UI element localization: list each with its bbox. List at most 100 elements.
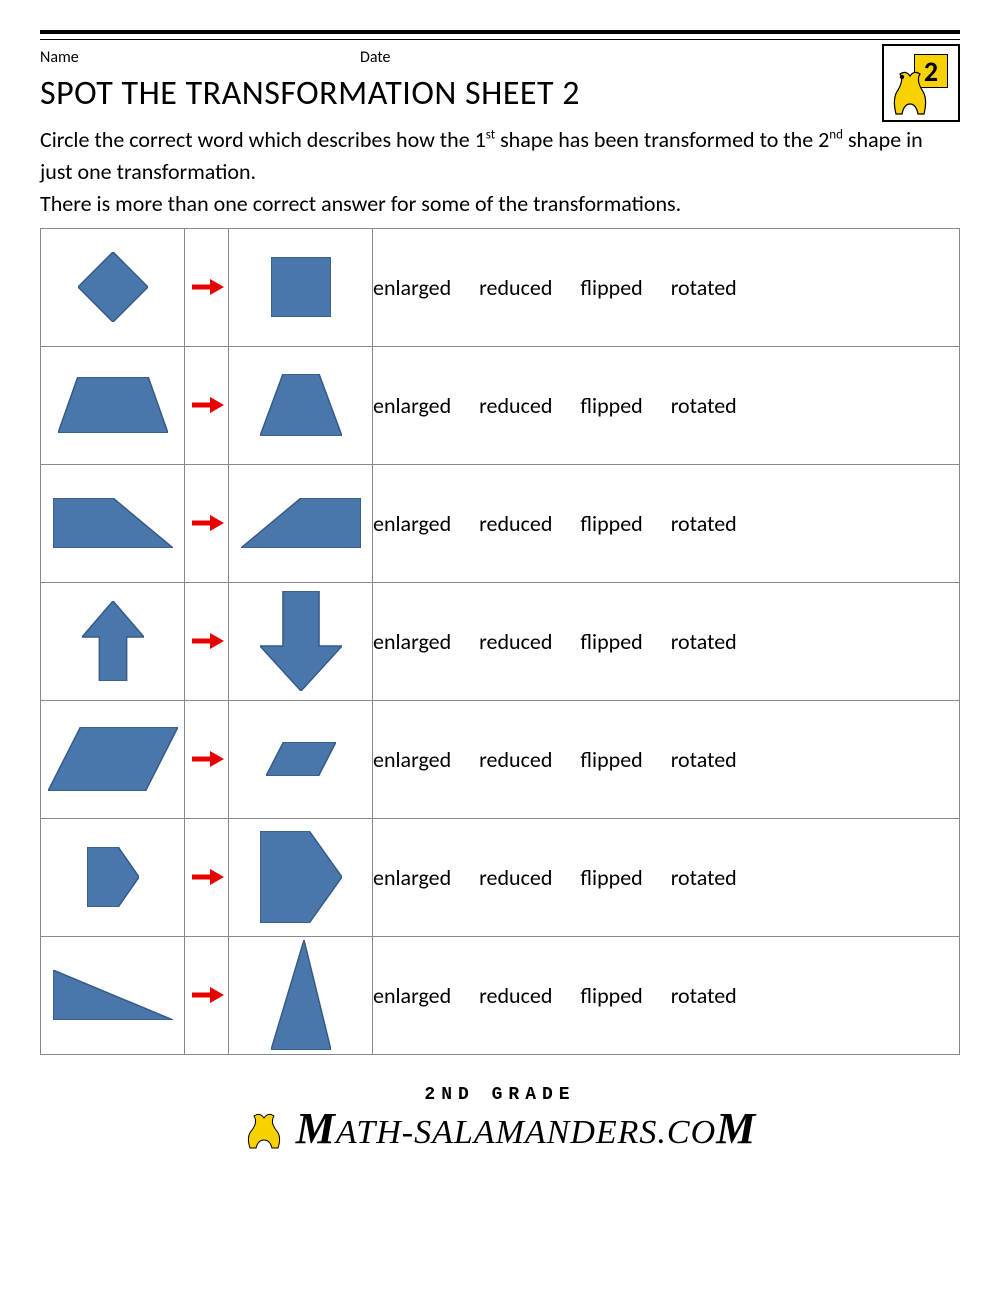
- shape-before: [41, 701, 184, 818]
- table-row: enlarged reduced flipped rotated: [41, 936, 960, 1054]
- shape-after: [229, 819, 372, 936]
- answer-option[interactable]: rotated: [671, 982, 737, 1009]
- shape-after: [229, 583, 372, 700]
- shape-before: [41, 229, 184, 346]
- answer-option[interactable]: enlarged: [373, 864, 451, 891]
- table-row: enlarged reduced flipped rotated: [41, 464, 960, 582]
- shape-after: [229, 937, 372, 1054]
- shape-after: [229, 347, 372, 464]
- table-row: enlarged reduced flipped rotated: [41, 582, 960, 700]
- arrow-cell: [185, 700, 229, 818]
- arrow-cell: [185, 936, 229, 1054]
- arrow-cell: [185, 228, 229, 346]
- answer-option[interactable]: enlarged: [373, 274, 451, 301]
- domain-m1: M: [296, 1104, 336, 1153]
- arrow-icon: [185, 465, 228, 582]
- shape-before-cell: [41, 228, 185, 346]
- shape-after-cell: [229, 936, 373, 1054]
- answers-cell: enlarged reduced flipped rotated: [373, 228, 960, 346]
- arrow-cell: [185, 818, 229, 936]
- arrow-cell: [185, 464, 229, 582]
- footer-domain: MATH-SALAMANDERS.COM: [40, 1103, 960, 1160]
- answer-option[interactable]: rotated: [671, 628, 737, 655]
- answers-cell: enlarged reduced flipped rotated: [373, 346, 960, 464]
- instr-1b: shape has been transformed to the 2: [495, 126, 829, 153]
- answer-options: enlarged reduced flipped rotated: [373, 746, 959, 773]
- table-row: enlarged reduced flipped rotated: [41, 346, 960, 464]
- shape-before-cell: [41, 936, 185, 1054]
- instr-1a: Circle the correct word which describes …: [40, 126, 486, 153]
- answer-option[interactable]: rotated: [671, 510, 737, 537]
- answer-option[interactable]: enlarged: [373, 628, 451, 655]
- table-row: enlarged reduced flipped rotated: [41, 818, 960, 936]
- answers-cell: enlarged reduced flipped rotated: [373, 818, 960, 936]
- answer-option[interactable]: reduced: [479, 864, 552, 891]
- instr-sup1: st: [486, 128, 495, 143]
- date-label: Date: [360, 48, 391, 67]
- shape-before: [41, 465, 184, 582]
- salamander-icon: [888, 66, 932, 116]
- answer-option[interactable]: flipped: [580, 392, 642, 419]
- arrow-cell: [185, 346, 229, 464]
- answer-options: enlarged reduced flipped rotated: [373, 982, 959, 1009]
- footer-salamander-icon: [244, 1110, 290, 1159]
- answer-options: enlarged reduced flipped rotated: [373, 274, 959, 301]
- answer-option[interactable]: flipped: [580, 274, 642, 301]
- arrow-icon: [185, 229, 228, 346]
- shape-before-cell: [41, 582, 185, 700]
- shape-after: [229, 465, 372, 582]
- answer-option[interactable]: flipped: [580, 510, 642, 537]
- instructions: Circle the correct word which describes …: [40, 124, 960, 220]
- instr-2: There is more than one correct answer fo…: [40, 190, 681, 217]
- answer-option[interactable]: reduced: [479, 982, 552, 1009]
- shape-after-cell: [229, 464, 373, 582]
- answer-option[interactable]: enlarged: [373, 746, 451, 773]
- answer-option[interactable]: reduced: [479, 510, 552, 537]
- answer-option[interactable]: reduced: [479, 746, 552, 773]
- shape-before-cell: [41, 818, 185, 936]
- arrow-icon: [185, 819, 228, 936]
- shape-after-cell: [229, 818, 373, 936]
- answer-option[interactable]: reduced: [479, 392, 552, 419]
- answers-cell: enlarged reduced flipped rotated: [373, 700, 960, 818]
- domain-text: ATH-SALAMANDERS.CO: [336, 1114, 716, 1151]
- shape-after-cell: [229, 346, 373, 464]
- answers-cell: enlarged reduced flipped rotated: [373, 582, 960, 700]
- shape-before: [41, 819, 184, 936]
- arrow-icon: [185, 583, 228, 700]
- answer-option[interactable]: enlarged: [373, 510, 451, 537]
- top-rule: [40, 30, 960, 40]
- answer-option[interactable]: rotated: [671, 864, 737, 891]
- header-row: Name Date 2: [40, 48, 960, 67]
- answer-option[interactable]: flipped: [580, 628, 642, 655]
- answer-option[interactable]: rotated: [671, 746, 737, 773]
- shape-after: [229, 701, 372, 818]
- answer-option[interactable]: flipped: [580, 864, 642, 891]
- answers-cell: enlarged reduced flipped rotated: [373, 464, 960, 582]
- arrow-icon: [185, 347, 228, 464]
- answer-option[interactable]: enlarged: [373, 982, 451, 1009]
- grade-badge: 2: [882, 44, 960, 122]
- page-title: SPOT THE TRANSFORMATION SHEET 2: [40, 73, 960, 114]
- instr-sup2: nd: [829, 128, 843, 143]
- answer-option[interactable]: reduced: [479, 628, 552, 655]
- shape-before-cell: [41, 464, 185, 582]
- shape-before: [41, 347, 184, 464]
- transformation-table: enlarged reduced flipped rotated enlarged re…: [40, 228, 960, 1055]
- arrow-cell: [185, 582, 229, 700]
- shape-before: [41, 937, 184, 1054]
- answer-option[interactable]: flipped: [580, 982, 642, 1009]
- arrow-icon: [185, 937, 228, 1054]
- answer-option[interactable]: enlarged: [373, 392, 451, 419]
- answer-option[interactable]: reduced: [479, 274, 552, 301]
- arrow-icon: [185, 701, 228, 818]
- shape-before: [41, 583, 184, 700]
- answer-option[interactable]: flipped: [580, 746, 642, 773]
- answer-option[interactable]: rotated: [671, 392, 737, 419]
- shape-before-cell: [41, 346, 185, 464]
- answer-options: enlarged reduced flipped rotated: [373, 864, 959, 891]
- shape-before-cell: [41, 700, 185, 818]
- answer-options: enlarged reduced flipped rotated: [373, 628, 959, 655]
- answer-option[interactable]: rotated: [671, 274, 737, 301]
- answer-options: enlarged reduced flipped rotated: [373, 392, 959, 419]
